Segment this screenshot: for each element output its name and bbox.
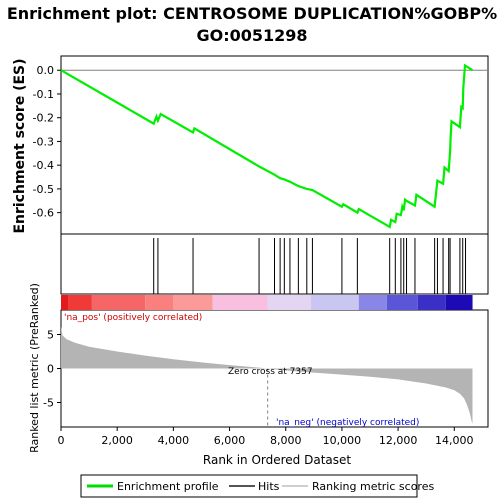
xtick-label: 2,000 — [101, 434, 133, 447]
legend: Enrichment profile Hits Ranking metric s… — [80, 474, 434, 498]
xtick-label: 4,000 — [158, 434, 190, 447]
x-axis: 0 2,000 4,000 6,000 8,000 10,000 12,000 14,000 — [58, 427, 474, 447]
heatmap-segment — [91, 295, 146, 310]
chart-title-line2: GO:0051298 — [196, 26, 307, 45]
legend-enrichment-label: Enrichment profile — [117, 480, 219, 493]
heatmap-segment — [386, 295, 418, 310]
heatmap-segment — [445, 295, 473, 310]
es-ytick-label: -0.1 — [33, 88, 54, 101]
metric-ytick-label: -5 — [43, 397, 54, 410]
enrichment-profile-line — [60, 63, 474, 229]
es-ytick-label: -0.5 — [33, 183, 54, 196]
heatmap-segment — [61, 295, 69, 310]
legend-hits-label: Hits — [258, 480, 280, 493]
ranking-metric-area — [61, 326, 473, 424]
es-panel: 0.0 -0.1 -0.2 -0.3 -0.4 -0.5 -0.6 — [33, 63, 488, 229]
es-panel-frame — [60, 55, 489, 235]
es-ytick-label: -0.3 — [33, 135, 54, 148]
heatmap-segment — [212, 295, 268, 310]
es-ytick-label: -0.4 — [33, 159, 54, 172]
heatmap-segment — [145, 295, 174, 310]
es-ytick-label: -0.6 — [33, 207, 54, 220]
metric-ytick-label: 0 — [47, 363, 54, 376]
xtick-label: 12,000 — [379, 434, 418, 447]
heatmap-segment — [267, 295, 312, 310]
es-axis-label: Enrichment score (ES) — [12, 58, 28, 233]
xtick-label: 14,000 — [435, 434, 474, 447]
heatmap-segment — [68, 295, 92, 310]
rank-heatmap-bar — [61, 295, 473, 310]
chart-title-line1: Enrichment plot: CENTROSOME DUPLICATION%… — [7, 4, 497, 23]
metric-panel: 5 0 -5 — [43, 326, 473, 427]
x-axis-label: Rank in Ordered Dataset — [203, 453, 351, 467]
legend-metric-label: Ranking metric scores — [312, 480, 434, 493]
metric-ytick-label: 5 — [47, 328, 54, 341]
xtick-label: 0 — [58, 434, 65, 447]
es-ytick-label: -0.2 — [33, 112, 54, 125]
xtick-label: 10,000 — [323, 434, 362, 447]
heatmap-segment — [358, 295, 387, 310]
heatmap-segment — [311, 295, 359, 310]
xtick-label: 6,000 — [214, 434, 246, 447]
na-neg-label: 'na_neg' (negatively correlated) — [276, 418, 419, 428]
heatmap-segment — [173, 295, 213, 310]
na-pos-label: 'na_pos' (positively correlated) — [64, 313, 202, 323]
metric-axis-label: Ranked list metric (PreRanked) — [28, 283, 41, 453]
xtick-label: 8,000 — [270, 434, 302, 447]
heatmap-segment — [417, 295, 446, 310]
hits-panel — [153, 238, 467, 294]
es-ytick-label: 0.0 — [37, 64, 55, 77]
zero-cross-label: Zero cross at 7357 — [228, 367, 313, 377]
